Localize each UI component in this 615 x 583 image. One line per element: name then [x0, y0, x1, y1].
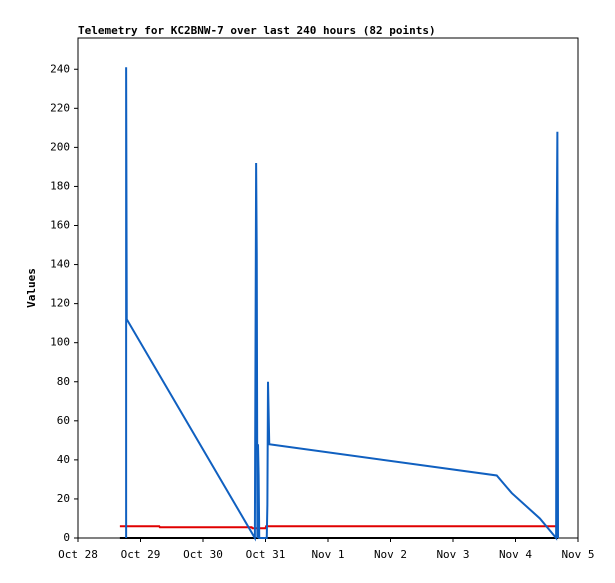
x-tick-label: Nov 3	[436, 548, 469, 561]
y-tick-label: 160	[50, 219, 70, 232]
chart-title: Telemetry for KC2BNW-7 over last 240 hou…	[78, 24, 436, 37]
y-tick-label: 100	[50, 336, 70, 349]
y-tick-label: 40	[57, 453, 70, 466]
y-tick-label: 20	[57, 492, 70, 505]
series-line	[125, 67, 559, 542]
x-tick-label: Nov 2	[374, 548, 407, 561]
x-tick-label: Oct 30	[183, 548, 223, 561]
y-tick-label: 220	[50, 101, 70, 114]
x-tick-label: Nov 4	[499, 548, 532, 561]
y-tick-label: 80	[57, 375, 70, 388]
x-tick-label: Oct 29	[121, 548, 161, 561]
x-tick-label: Oct 28	[58, 548, 98, 561]
y-tick-label: 0	[63, 531, 70, 544]
y-tick-label: 200	[50, 140, 70, 153]
y-tick-label: 60	[57, 414, 70, 427]
y-tick-label: 140	[50, 258, 70, 271]
x-tick-label: Nov 1	[311, 548, 344, 561]
x-tick-label: Oct 31	[246, 548, 286, 561]
y-tick-label: 240	[50, 62, 70, 75]
y-tick-label: 180	[50, 179, 70, 192]
x-tick-label: Nov 5	[561, 548, 594, 561]
y-axis-label: Values	[25, 268, 38, 308]
y-tick-label: 120	[50, 297, 70, 310]
